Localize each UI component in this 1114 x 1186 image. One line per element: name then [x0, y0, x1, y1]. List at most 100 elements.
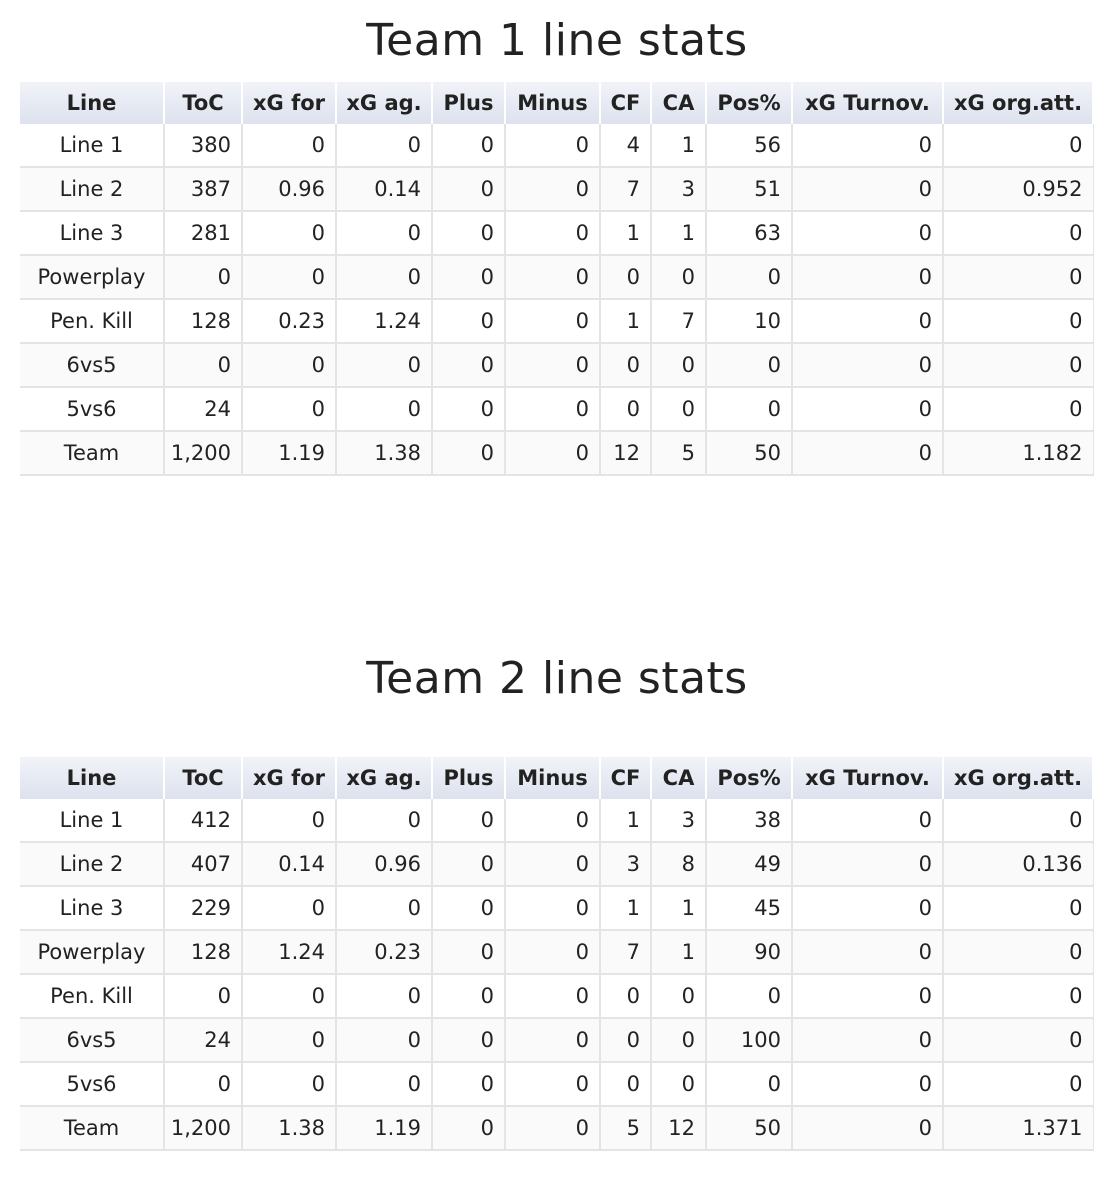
stat-cell: 0	[792, 431, 944, 476]
stat-cell: 0	[505, 431, 601, 476]
stat-cell: 0	[792, 299, 944, 344]
stat-cell: 7	[600, 167, 652, 212]
stat-cell: 0	[505, 1106, 601, 1151]
team-1-stats-table: Line ToC xG for xG ag. Plus Minus CF CA Pos% xG T…	[20, 82, 1094, 476]
stat-cell: 5	[600, 1106, 652, 1151]
team-1-title: Team 1 line stats	[366, 15, 748, 66]
stat-cell: 1	[651, 211, 707, 256]
column-header: xG ag.	[336, 757, 433, 799]
stat-cell: 1	[600, 211, 652, 256]
stat-cell: 56	[706, 124, 793, 168]
stat-cell: 0	[432, 211, 506, 256]
stat-cell: 1	[651, 886, 707, 931]
stat-cell: 1.182	[943, 431, 1094, 476]
column-header: xG org.att.	[943, 82, 1094, 124]
column-header: xG org.att.	[943, 757, 1094, 799]
stat-cell: 7	[651, 299, 707, 344]
stat-cell: 0	[164, 974, 243, 1019]
stat-cell: 90	[706, 930, 793, 975]
stat-cell: 0	[792, 211, 944, 256]
table-row: 5vs6 0 0 0 0 0 0 0 0 0 0	[20, 1062, 1094, 1107]
stat-cell: 0	[792, 124, 944, 168]
stat-cell: 0	[336, 255, 433, 300]
stat-cell: 10	[706, 299, 793, 344]
stat-cell: 0	[336, 1018, 433, 1063]
row-label-cell: Line 3	[20, 211, 165, 256]
stat-cell: 51	[706, 167, 793, 212]
stat-cell: 0	[505, 124, 601, 168]
stat-cell: 0	[505, 1062, 601, 1107]
stat-cell: 1.38	[242, 1106, 337, 1151]
stat-cell: 0	[792, 930, 944, 975]
stat-cell: 0	[505, 930, 601, 975]
row-label-cell: Team	[20, 1106, 165, 1151]
stat-cell: 0	[943, 211, 1094, 256]
table-row: 5vs6 24 0 0 0 0 0 0 0 0 0	[20, 387, 1094, 432]
stat-cell: 1,200	[164, 431, 243, 476]
stat-cell: 0	[943, 974, 1094, 1019]
column-header: xG ag.	[336, 82, 433, 124]
table-row: 6vs5 24 0 0 0 0 0 0 100 0 0	[20, 1018, 1094, 1063]
stat-cell: 1	[600, 799, 652, 843]
stat-cell: 0	[336, 387, 433, 432]
stat-cell: 1	[651, 124, 707, 168]
column-header: Minus	[505, 82, 601, 124]
stat-cell: 0	[706, 974, 793, 1019]
stat-cell: 1,200	[164, 1106, 243, 1151]
stat-cell: 0	[336, 211, 433, 256]
column-header: xG for	[242, 82, 337, 124]
stat-cell: 0	[943, 299, 1094, 344]
stat-cell: 0	[943, 255, 1094, 300]
stat-cell: 0	[792, 886, 944, 931]
stat-cell: 0	[706, 387, 793, 432]
stat-cell: 1.371	[943, 1106, 1094, 1151]
stat-cell: 0	[242, 1018, 337, 1063]
stat-cell: 0	[706, 1062, 793, 1107]
stat-cell: 0	[336, 124, 433, 168]
column-header: Minus	[505, 757, 601, 799]
stat-cell: 0	[164, 1062, 243, 1107]
stat-cell: 412	[164, 799, 243, 843]
stat-cell: 0	[164, 255, 243, 300]
stat-cell: 0	[432, 1106, 506, 1151]
table-row: Line 1 380 0 0 0 0 4 1 56 0 0	[20, 124, 1094, 168]
stat-cell: 0	[242, 387, 337, 432]
stat-cell: 38	[706, 799, 793, 843]
stat-cell: 1.24	[242, 930, 337, 975]
table-row: 6vs5 0 0 0 0 0 0 0 0 0 0	[20, 343, 1094, 388]
stat-cell: 3	[651, 799, 707, 843]
stat-cell: 0.14	[242, 842, 337, 887]
stat-cell: 0	[792, 167, 944, 212]
stat-cell: 3	[600, 842, 652, 887]
row-label-cell: 5vs6	[20, 1062, 165, 1107]
stat-cell: 0	[792, 1106, 944, 1151]
table-row: Pen. Kill 0 0 0 0 0 0 0 0 0 0	[20, 974, 1094, 1019]
stat-cell: 0	[505, 343, 601, 388]
stat-cell: 0	[432, 343, 506, 388]
stat-cell: 0	[943, 799, 1094, 843]
stat-cell: 0	[600, 1062, 652, 1107]
stat-cell: 0	[432, 842, 506, 887]
stat-cell: 0	[242, 343, 337, 388]
stat-cell: 0	[792, 1018, 944, 1063]
stat-cell: 0	[505, 387, 601, 432]
stat-cell: 0	[505, 799, 601, 843]
stat-cell: 1.24	[336, 299, 433, 344]
stat-cell: 1.38	[336, 431, 433, 476]
stat-cell: 0	[432, 167, 506, 212]
stat-cell: 0	[432, 799, 506, 843]
stat-cell: 100	[706, 1018, 793, 1063]
stat-cell: 0	[943, 387, 1094, 432]
stat-cell: 24	[164, 1018, 243, 1063]
row-label-cell: Line 1	[20, 124, 165, 168]
column-header: ToC	[164, 757, 243, 799]
stat-cell: 0	[792, 1062, 944, 1107]
row-label-cell: Powerplay	[20, 255, 165, 300]
stat-cell: 0	[164, 343, 243, 388]
stat-cell: 49	[706, 842, 793, 887]
column-header: Line	[20, 82, 165, 124]
stat-cell: 0	[792, 974, 944, 1019]
stat-cell: 0	[651, 343, 707, 388]
stat-cell: 0	[505, 211, 601, 256]
stat-cell: 0	[943, 1062, 1094, 1107]
